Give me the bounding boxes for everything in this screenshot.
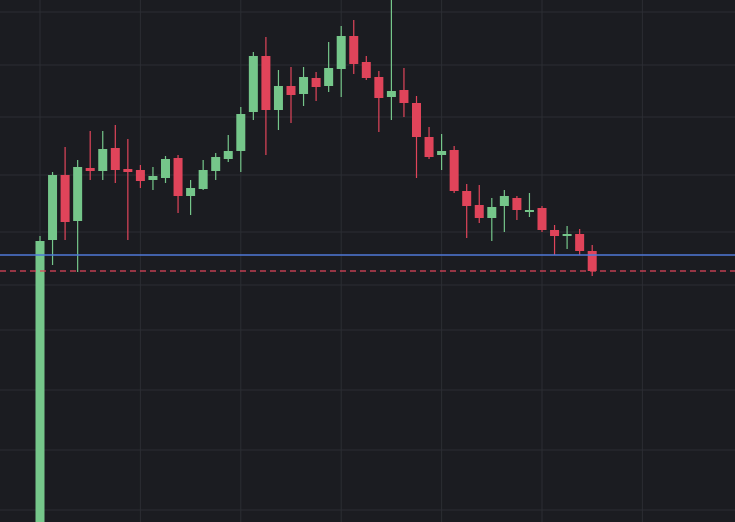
candle-body [248, 56, 258, 112]
candle-body [462, 191, 472, 206]
candle-body [299, 77, 309, 94]
candle-body [223, 151, 233, 159]
candle-body [161, 159, 170, 178]
candle-body [449, 150, 459, 191]
candle-body [60, 175, 70, 222]
candle-body [412, 103, 421, 137]
candle-body [437, 151, 447, 155]
candle-body [286, 86, 296, 95]
candle-body [48, 175, 58, 240]
candle-body [85, 168, 95, 171]
candle-body [499, 196, 509, 206]
candle-body [424, 137, 434, 157]
candle-body [236, 114, 246, 151]
candle-body [361, 62, 371, 78]
candle-body [186, 188, 196, 196]
candle-body [336, 36, 346, 69]
candle-body [587, 251, 597, 271]
candle-body [311, 78, 321, 87]
candle-body [173, 158, 183, 196]
candle-body [562, 234, 572, 236]
candle-body [211, 157, 221, 171]
candle-body [273, 86, 283, 110]
candle-body [474, 205, 484, 218]
candle-body [349, 36, 359, 64]
candle-body [399, 90, 409, 103]
candle-body [487, 207, 497, 218]
candle-body [35, 241, 45, 522]
candle-body [73, 167, 83, 221]
candle-body [524, 210, 534, 212]
candle-body [110, 148, 120, 170]
candle-body [148, 176, 158, 180]
candle-body [374, 77, 384, 98]
candle-body [261, 56, 271, 110]
candle-body [512, 198, 522, 210]
candle-body [537, 208, 547, 230]
candle-body [98, 149, 108, 171]
candle-body [550, 230, 560, 236]
candle-body [123, 169, 133, 172]
candle-body [386, 91, 396, 97]
candle-body [198, 170, 208, 189]
candle-body [135, 170, 145, 181]
candle-body [324, 68, 334, 86]
candle-body [575, 234, 585, 251]
